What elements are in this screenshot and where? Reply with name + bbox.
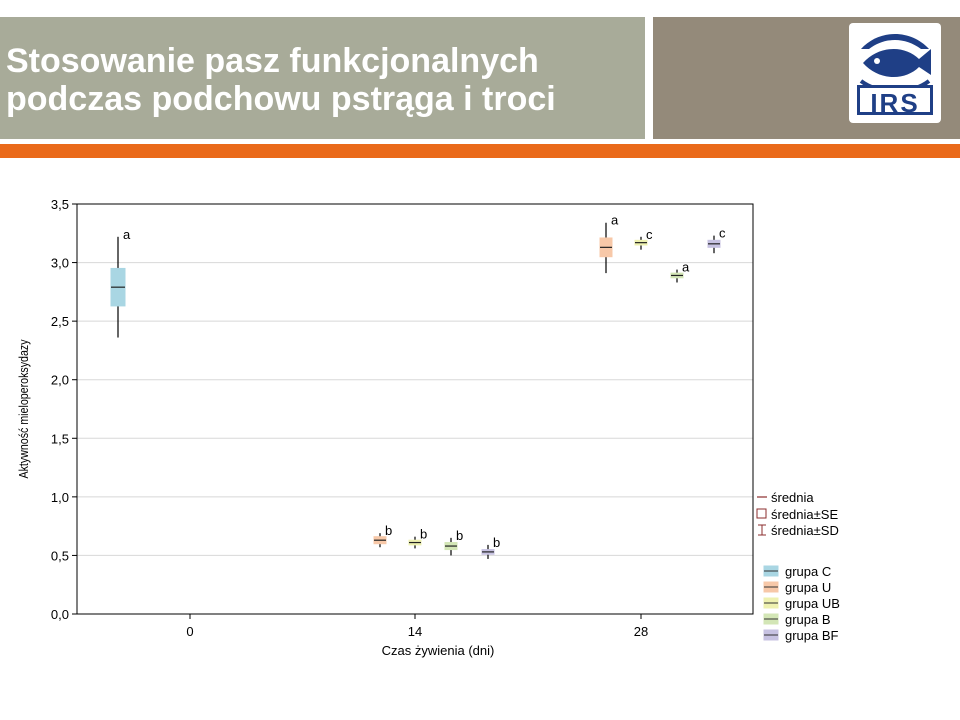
y-tick-label: 0,0 bbox=[51, 607, 69, 622]
significance-letter: a bbox=[611, 213, 619, 228]
accent-bar bbox=[0, 144, 960, 158]
significance-letter: a bbox=[123, 227, 131, 242]
slide-title: Stosowanie pasz funkcjonalnych podczas p… bbox=[6, 42, 556, 118]
x-tick-label: 0 bbox=[186, 624, 193, 639]
y-tick-label: 0,5 bbox=[51, 548, 69, 563]
x-axis-title: Czas żywienia (dni) bbox=[382, 643, 495, 658]
legend-series-label: grupa C bbox=[785, 564, 831, 579]
legend-series-label: grupa UB bbox=[785, 596, 840, 611]
significance-letter: b bbox=[420, 527, 427, 542]
x-tick-label: 14 bbox=[408, 624, 422, 639]
legend-se-symbol bbox=[756, 508, 767, 519]
significance-letter: b bbox=[385, 523, 392, 538]
significance-letter: a bbox=[682, 260, 690, 275]
significance-letter: c bbox=[646, 227, 653, 242]
y-axis-title: Aktywność mieloperoksydazy bbox=[16, 339, 31, 478]
title-band bbox=[0, 17, 645, 139]
y-tick-label: 3,5 bbox=[51, 197, 69, 212]
y-tick-label: 1,5 bbox=[51, 431, 69, 446]
significance-letter: c bbox=[719, 226, 726, 241]
plot-frame bbox=[76, 203, 754, 615]
significance-letter: b bbox=[456, 528, 463, 543]
y-tick-label: 1,0 bbox=[51, 490, 69, 505]
legend-series-label: grupa U bbox=[785, 580, 831, 595]
logo-text: IRS bbox=[857, 85, 933, 118]
legend-series-label: grupa BF bbox=[785, 628, 839, 643]
significance-letter: b bbox=[493, 535, 500, 550]
legend-stat-label: średnia bbox=[771, 490, 814, 505]
legend-stat-label: średnia±SE bbox=[771, 507, 838, 522]
y-tick-label: 3,0 bbox=[51, 256, 69, 271]
y-tick-label: 2,5 bbox=[51, 314, 69, 329]
x-tick-label: 28 bbox=[634, 624, 648, 639]
legend-stat-label: średnia±SD bbox=[771, 523, 839, 538]
legend-series-label: grupa B bbox=[785, 612, 831, 627]
irs-logo: IRS bbox=[849, 23, 941, 123]
y-tick-label: 2,0 bbox=[51, 373, 69, 388]
